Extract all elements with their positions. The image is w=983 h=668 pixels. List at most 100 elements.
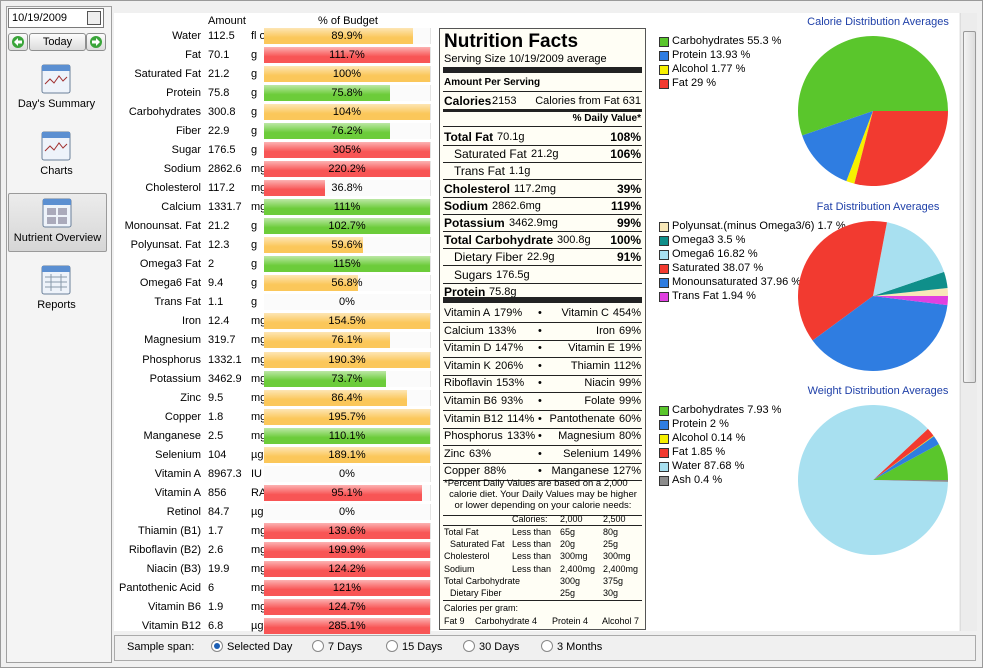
radio-circle[interactable]	[211, 640, 223, 652]
ref-cell: Less than	[512, 539, 552, 550]
vitamin-name: Manganese	[551, 465, 610, 478]
ref-cell: Less than	[512, 563, 552, 574]
fact-label: Cholesterol	[444, 181, 511, 196]
fact-amount: 117.2mg	[514, 182, 556, 195]
nutrient-name: Trans Fat	[154, 296, 201, 309]
rule	[443, 162, 642, 164]
nav-item[interactable]: Nutrient Overview	[8, 193, 107, 252]
next-day-button[interactable]	[86, 33, 106, 51]
rule	[443, 392, 642, 394]
pie-slice	[873, 222, 945, 296]
sidebar	[6, 6, 112, 663]
radio-circle[interactable]	[541, 640, 553, 652]
budget-cell: 56.8%	[264, 275, 431, 292]
pie-title: Weight Distribution Averages	[807, 385, 949, 397]
unit: mg	[251, 315, 267, 328]
legend-label: Ash 0.4 %	[672, 474, 723, 486]
amount: 2862.6	[208, 163, 242, 176]
nutrient-name: Pantothenic Acid	[119, 581, 201, 594]
pie-title: Calorie Distribution Averages	[807, 16, 949, 28]
rule	[443, 410, 642, 411]
date-picker[interactable]: 10/19/2009	[8, 8, 104, 28]
ref-header: 2,500	[603, 514, 626, 524]
budget-bar	[264, 161, 430, 178]
radio-option[interactable]: 30 Days	[463, 640, 519, 653]
rule	[443, 480, 642, 482]
nutrient-name: Vitamin B12	[141, 619, 201, 632]
fact-dv: 99%	[616, 216, 641, 230]
calendar-button[interactable]	[87, 11, 101, 25]
percent-label: 199.9%	[328, 543, 366, 556]
percent-label: 305%	[332, 144, 362, 157]
today-button[interactable]: Today	[29, 33, 86, 51]
calories-value: 2153	[492, 95, 517, 107]
nutrient-name: Riboflavin (B2)	[128, 543, 201, 556]
percent-label: 220.2%	[328, 163, 366, 176]
legend-swatch	[659, 420, 669, 430]
legend-swatch	[659, 79, 669, 89]
vitamin-name: Magnesium	[558, 430, 615, 443]
budget-bar	[264, 256, 430, 273]
fact-label: Dietary Fiber	[454, 250, 523, 265]
percent-label: 86.4%	[331, 391, 363, 404]
pie-slice	[802, 111, 873, 182]
legend-swatch	[659, 51, 669, 61]
nav-icon	[42, 198, 72, 228]
legend-swatch	[659, 236, 669, 246]
nutrient-name: Retinol	[166, 505, 201, 518]
radio-option[interactable]: 15 Days	[386, 640, 442, 653]
radio-option[interactable]: Selected Day	[211, 640, 292, 653]
rule	[443, 374, 642, 376]
budget-cell: 76.2%	[264, 123, 431, 140]
legend-swatch	[659, 37, 669, 47]
nav-label: Charts	[40, 165, 73, 177]
radio-option[interactable]: 3 Months	[541, 640, 602, 653]
separator: •	[538, 465, 542, 478]
arrow-right	[90, 36, 102, 48]
nav-item[interactable]: Reports	[8, 261, 105, 318]
legend-label: Water 87.68 %	[672, 460, 745, 472]
percent-label: 76.2%	[331, 125, 363, 138]
vitamin-dv: 149%	[612, 447, 641, 460]
nav-item[interactable]: Charts	[8, 127, 105, 184]
amount: 2.5	[208, 429, 224, 442]
budget-cell: 75.8%	[264, 85, 431, 102]
amount: 9.5	[208, 391, 224, 404]
nav-label: Reports	[37, 299, 76, 311]
fact-amount: 3462.9mg	[509, 217, 558, 229]
fact-label: Saturated Fat	[454, 147, 527, 162]
nav-icon	[41, 265, 71, 295]
percent-label: 76.1%	[331, 334, 363, 347]
prev-day-button[interactable]	[8, 33, 28, 51]
budget-cell: 195.7%	[264, 408, 431, 425]
nav-label: Nutrient Overview	[13, 232, 102, 244]
unit: mg	[251, 524, 267, 537]
amount: 19.9	[208, 562, 230, 575]
amount: 8967.3	[208, 467, 242, 480]
budget-cell: 305%	[264, 142, 431, 159]
rule	[443, 145, 642, 146]
scroll-thumb[interactable]	[963, 31, 976, 383]
budget-cell: 115%	[264, 256, 431, 273]
nav-item[interactable]: Day's Summary	[8, 60, 105, 117]
nav-icon	[41, 64, 71, 94]
budget-bar	[264, 218, 430, 235]
separator: •	[538, 359, 542, 372]
footnote: *Percent Daily Values are based on a 2,0…	[444, 478, 628, 489]
budget-cell: 121%	[264, 579, 431, 596]
vitamin-name: Vitamin B6	[444, 395, 497, 407]
ref-cell: 25g	[560, 588, 576, 598]
radio-option[interactable]: 7 Days	[312, 640, 362, 653]
vitamin-name: Vitamin B12	[444, 412, 504, 425]
ref-cell: 20g	[560, 539, 576, 550]
unit: g	[251, 220, 258, 233]
scrollbar[interactable]	[960, 13, 977, 631]
radio-circle[interactable]	[386, 640, 398, 652]
percent-label: 36.8%	[331, 182, 363, 195]
radio-circle[interactable]	[312, 640, 324, 652]
rule	[443, 462, 642, 464]
ref-cell: 300mg	[603, 551, 631, 562]
radio-circle[interactable]	[463, 640, 475, 652]
date-text: 10/19/2009	[12, 12, 68, 24]
amount: 12.3	[208, 239, 230, 252]
